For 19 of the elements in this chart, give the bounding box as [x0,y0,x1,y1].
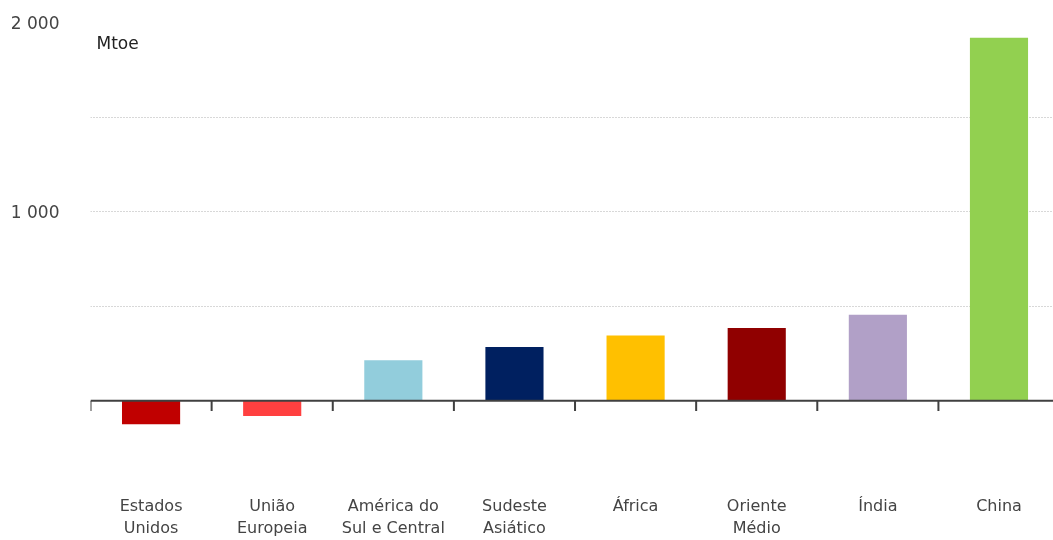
x-tick-label: Sudeste Asiático [482,495,547,538]
x-tick-label: Estados Unidos [119,495,183,538]
bar [727,328,786,401]
x-tick-label: Índia [858,495,898,515]
bar [848,314,907,401]
x-tick-label: China [976,495,1022,515]
y-tick-label: 2 000 [10,12,60,33]
bar [364,360,423,401]
y-axis-title: Mtoe [96,32,139,53]
x-tick-label: América do Sul e Central [341,495,445,538]
bar [969,37,1029,401]
bar [485,346,544,401]
x-tick-label: União Europeia [236,495,308,538]
bar [606,335,665,401]
bar [121,400,181,425]
x-tick-label: África [612,495,659,515]
y-tick-label: 1 000 [10,201,60,222]
bar [243,400,302,416]
x-tick-label: Oriente Médio [726,495,787,538]
